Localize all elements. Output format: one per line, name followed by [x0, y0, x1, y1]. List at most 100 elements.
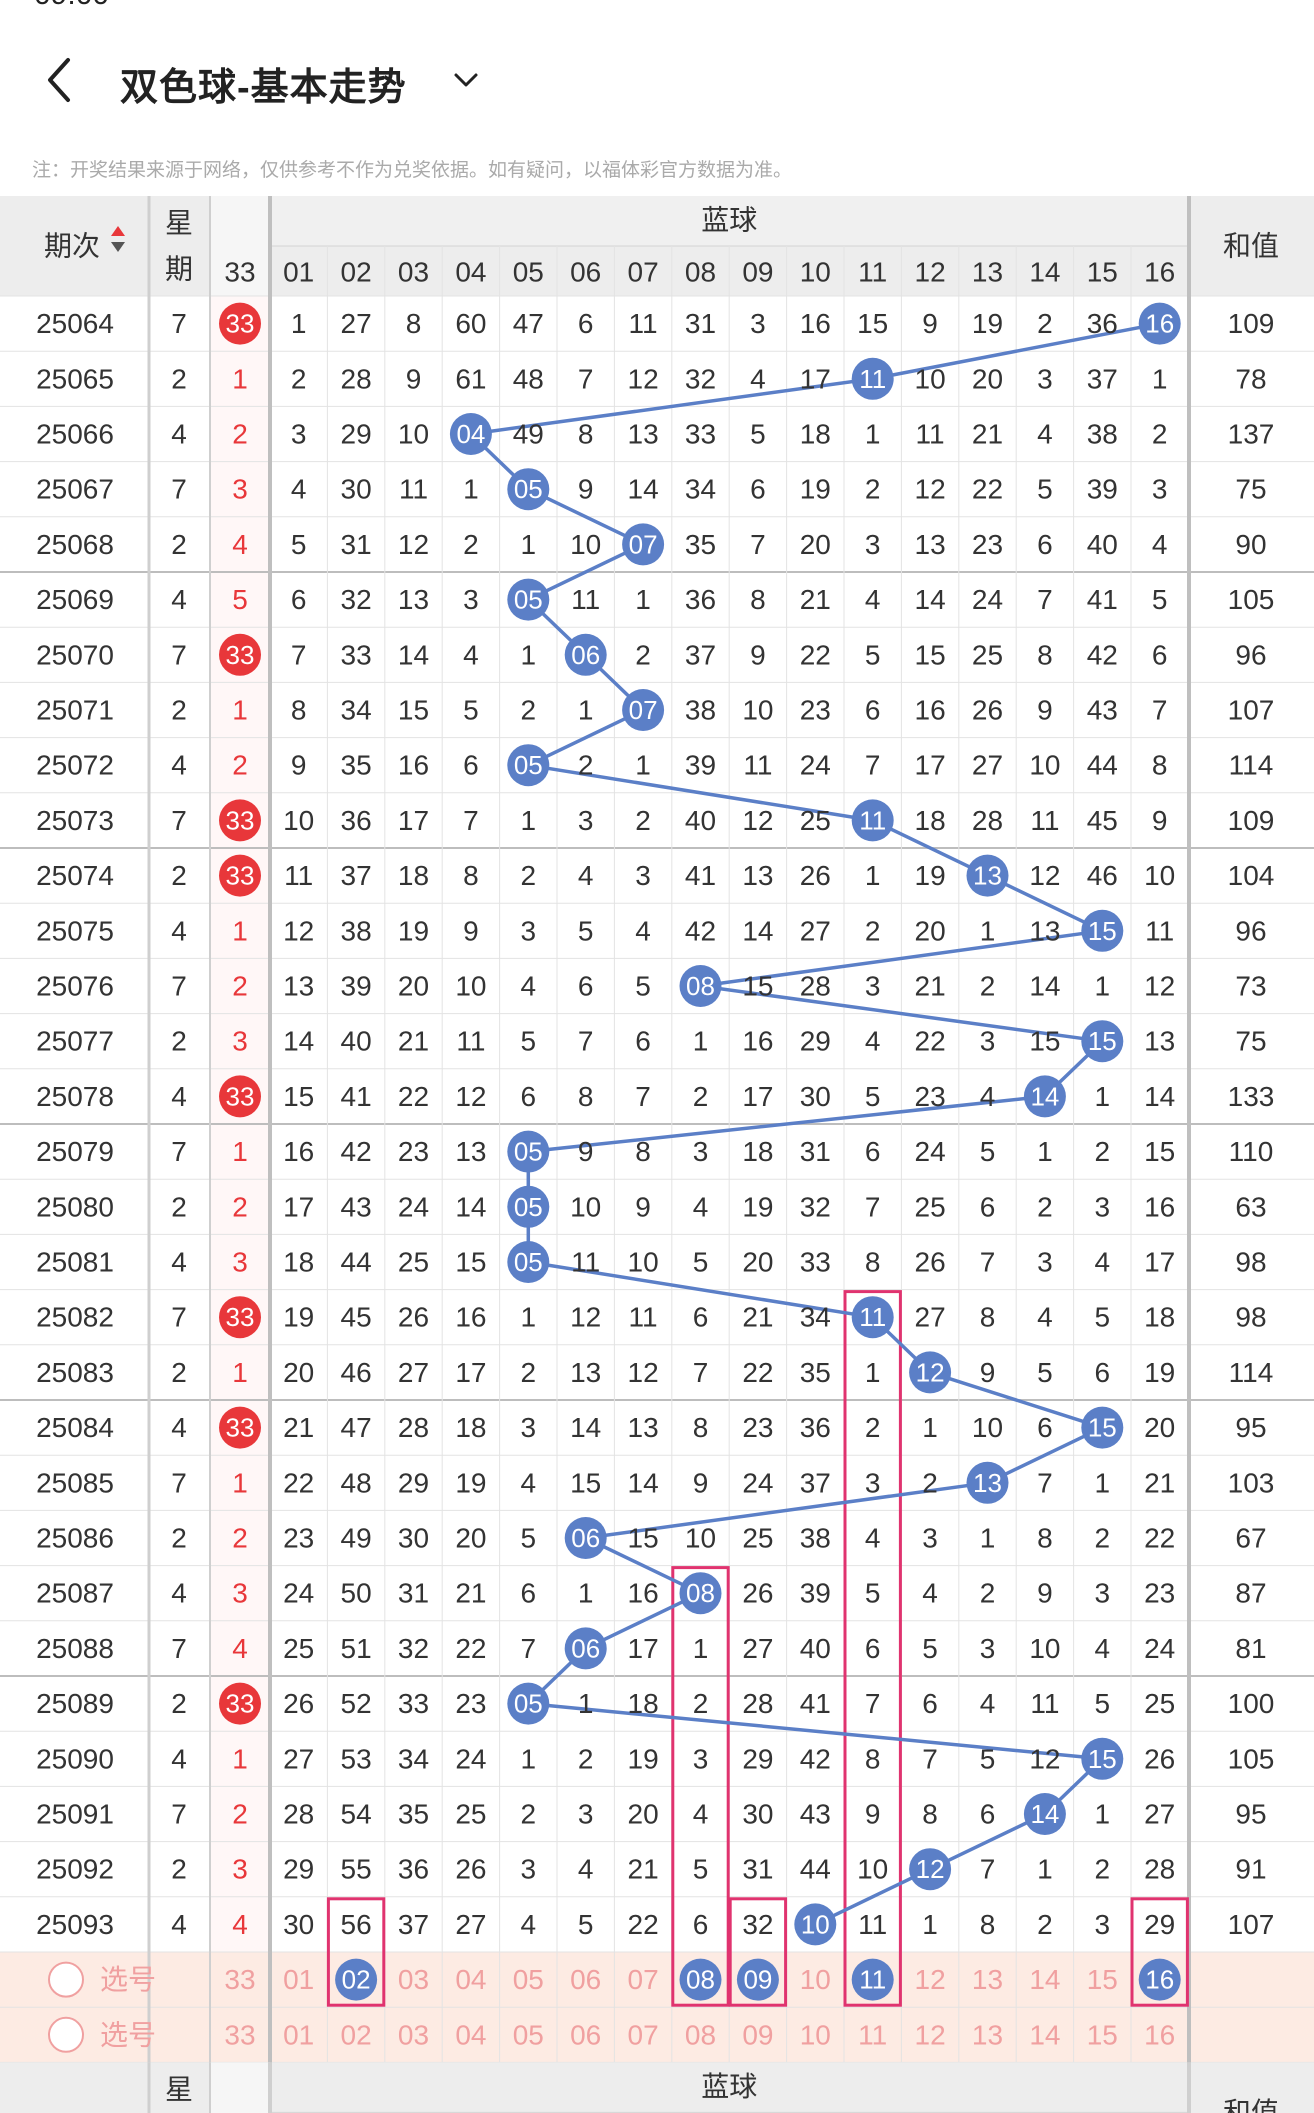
omission-cell: 19 — [628, 1743, 659, 1774]
pick-ball-08[interactable]: 08 — [685, 2019, 716, 2050]
pick-ball-selected-09[interactable] — [736, 1958, 779, 2001]
omission-cell: 13 — [398, 584, 429, 615]
pick-ball-10[interactable]: 10 — [800, 2019, 831, 2050]
omission-cell: 12 — [1144, 971, 1175, 1002]
omission-cell: 36 — [398, 1854, 429, 1885]
omission-cell: 38 — [1087, 419, 1118, 450]
pick-ball-15[interactable]: 15 — [1087, 2019, 1118, 2050]
sum-cell: 105 — [1228, 584, 1275, 615]
pick-ball-12[interactable]: 12 — [915, 1964, 946, 1995]
pick-ball-06[interactable]: 06 — [570, 2019, 601, 2050]
pick-ball-05[interactable]: 05 — [513, 2019, 544, 2050]
omission-cell: 3 — [865, 971, 881, 1002]
pick-ball-12[interactable]: 12 — [915, 2019, 946, 2050]
pick-ball-03[interactable]: 03 — [398, 2019, 429, 2050]
omission-cell: 3 — [922, 1523, 938, 1554]
omission-cell: 16 — [915, 695, 946, 726]
pick-ball-11[interactable]: 11 — [858, 2019, 887, 2050]
pick-ball-01[interactable]: 01 — [283, 2019, 314, 2050]
pick-ball-13[interactable]: 13 — [972, 1964, 1003, 1995]
omission-cell: 2 — [693, 1688, 709, 1719]
pick-ball-06[interactable]: 06 — [570, 1964, 601, 1995]
pick-ball-09[interactable]: 09 — [742, 2019, 773, 2050]
omission-cell: 19 — [398, 915, 429, 946]
footer-blue-group-header: 蓝球 — [701, 2071, 757, 2102]
omission-cell: 1 — [865, 419, 881, 450]
pick-radio-2[interactable] — [48, 2016, 84, 2053]
week-cell: 2 — [171, 1854, 187, 1885]
omission-cell: 6 — [865, 695, 881, 726]
period-cell: 25082 — [36, 1302, 114, 1333]
omission-cell: 15 — [857, 308, 888, 339]
omission-cell: 24 — [915, 1136, 946, 1167]
back-button[interactable] — [38, 52, 84, 108]
pick-ball-selected-02[interactable] — [335, 1958, 378, 2001]
omission-cell: 12 — [742, 805, 773, 836]
omission-cell: 36 — [800, 1412, 831, 1443]
omission-cell: 35 — [341, 750, 372, 781]
pick-ball-selected-16[interactable] — [1138, 1958, 1181, 2001]
omission-cell: 4 — [693, 1799, 709, 1830]
omission-cell: 6 — [865, 1136, 881, 1167]
omission-cell: 5 — [1037, 474, 1053, 505]
omission-cell: 13 — [915, 529, 946, 560]
omission-cell: 3 — [1095, 1909, 1111, 1940]
omission-cell: 3 — [1095, 1191, 1111, 1222]
pick-ball-07[interactable]: 07 — [628, 1964, 659, 1995]
omission-cell: 18 — [800, 419, 831, 450]
omission-cell: 36 — [685, 584, 716, 615]
chart-type-dropdown[interactable] — [448, 62, 484, 98]
omission-cell: 30 — [283, 1909, 314, 1940]
omission-cell: 3 — [980, 1633, 996, 1664]
pick-radio-1[interactable] — [48, 1961, 84, 1998]
pick-ball-13[interactable]: 13 — [972, 2019, 1003, 2050]
sort-down-icon[interactable] — [111, 242, 125, 252]
pick-ball-selected-11[interactable] — [851, 1958, 894, 2001]
omission-cell: 41 — [800, 1688, 831, 1719]
pick-ball-15[interactable]: 15 — [1087, 1964, 1118, 1995]
week-cell: 4 — [171, 1412, 187, 1443]
pick-ball-04[interactable]: 04 — [455, 2019, 486, 2050]
sort-up-icon[interactable] — [111, 226, 125, 236]
blue-ball-hit-label: 11 — [859, 805, 886, 835]
sum-cell: 87 — [1235, 1578, 1266, 1609]
pick-ball-selected-08[interactable] — [679, 1958, 722, 2001]
omission-cell: 1 — [1095, 1081, 1111, 1112]
omission-cell: 43 — [1087, 695, 1118, 726]
sum-cell: 114 — [1229, 750, 1274, 781]
pick-ball-02[interactable]: 02 — [341, 2019, 372, 2050]
pick-ball-01[interactable]: 01 — [283, 1964, 314, 1995]
pick-ball-04[interactable]: 04 — [455, 1964, 486, 1995]
omission-cell: 4 — [1037, 419, 1053, 450]
pick-ball-14[interactable]: 14 — [1029, 1964, 1060, 1995]
sum-cell: 67 — [1235, 1523, 1266, 1554]
omission-cell: 13 — [283, 971, 314, 1002]
red-ball-hit-label: 33 — [226, 861, 255, 891]
omission-cell: 19 — [283, 1302, 314, 1333]
status-bar: 09:00 — [0, 0, 1314, 10]
omission-cell: 31 — [341, 529, 372, 560]
omission-cell: 36 — [341, 805, 372, 836]
pick-ball-16[interactable]: 16 — [1144, 2019, 1175, 2050]
omission-cell: 20 — [800, 529, 831, 560]
omission-cell: 10 — [570, 529, 601, 560]
blue-ball-hit-label: 12 — [916, 1854, 945, 1884]
omission-cell: 14 — [628, 1467, 659, 1498]
omission-cell: 7 — [521, 1633, 537, 1664]
omission-cell: 54 — [341, 1799, 372, 1830]
omission-cell: 21 — [800, 584, 831, 615]
pick-ball-10[interactable]: 10 — [800, 1964, 831, 1995]
pick-ball-14[interactable]: 14 — [1029, 2019, 1060, 2050]
pick-ball-07[interactable]: 07 — [628, 2019, 659, 2050]
blue-ball-hit-label: 06 — [571, 1633, 600, 1663]
omission-cell: 37 — [1087, 363, 1118, 394]
footer-header-bg — [0, 2062, 1314, 2113]
blue-ball-hit-label: 15 — [1088, 1413, 1117, 1443]
omission-cell: 1 — [1095, 1467, 1111, 1498]
omission-cell: 2 — [521, 695, 537, 726]
pick-ball-selected-label: 09 — [743, 1965, 772, 1995]
pick-ball-03[interactable]: 03 — [398, 1964, 429, 1995]
pick-ball-05[interactable]: 05 — [513, 1964, 544, 1995]
omission-cell: 8 — [635, 1136, 651, 1167]
omission-cell: 53 — [341, 1743, 372, 1774]
